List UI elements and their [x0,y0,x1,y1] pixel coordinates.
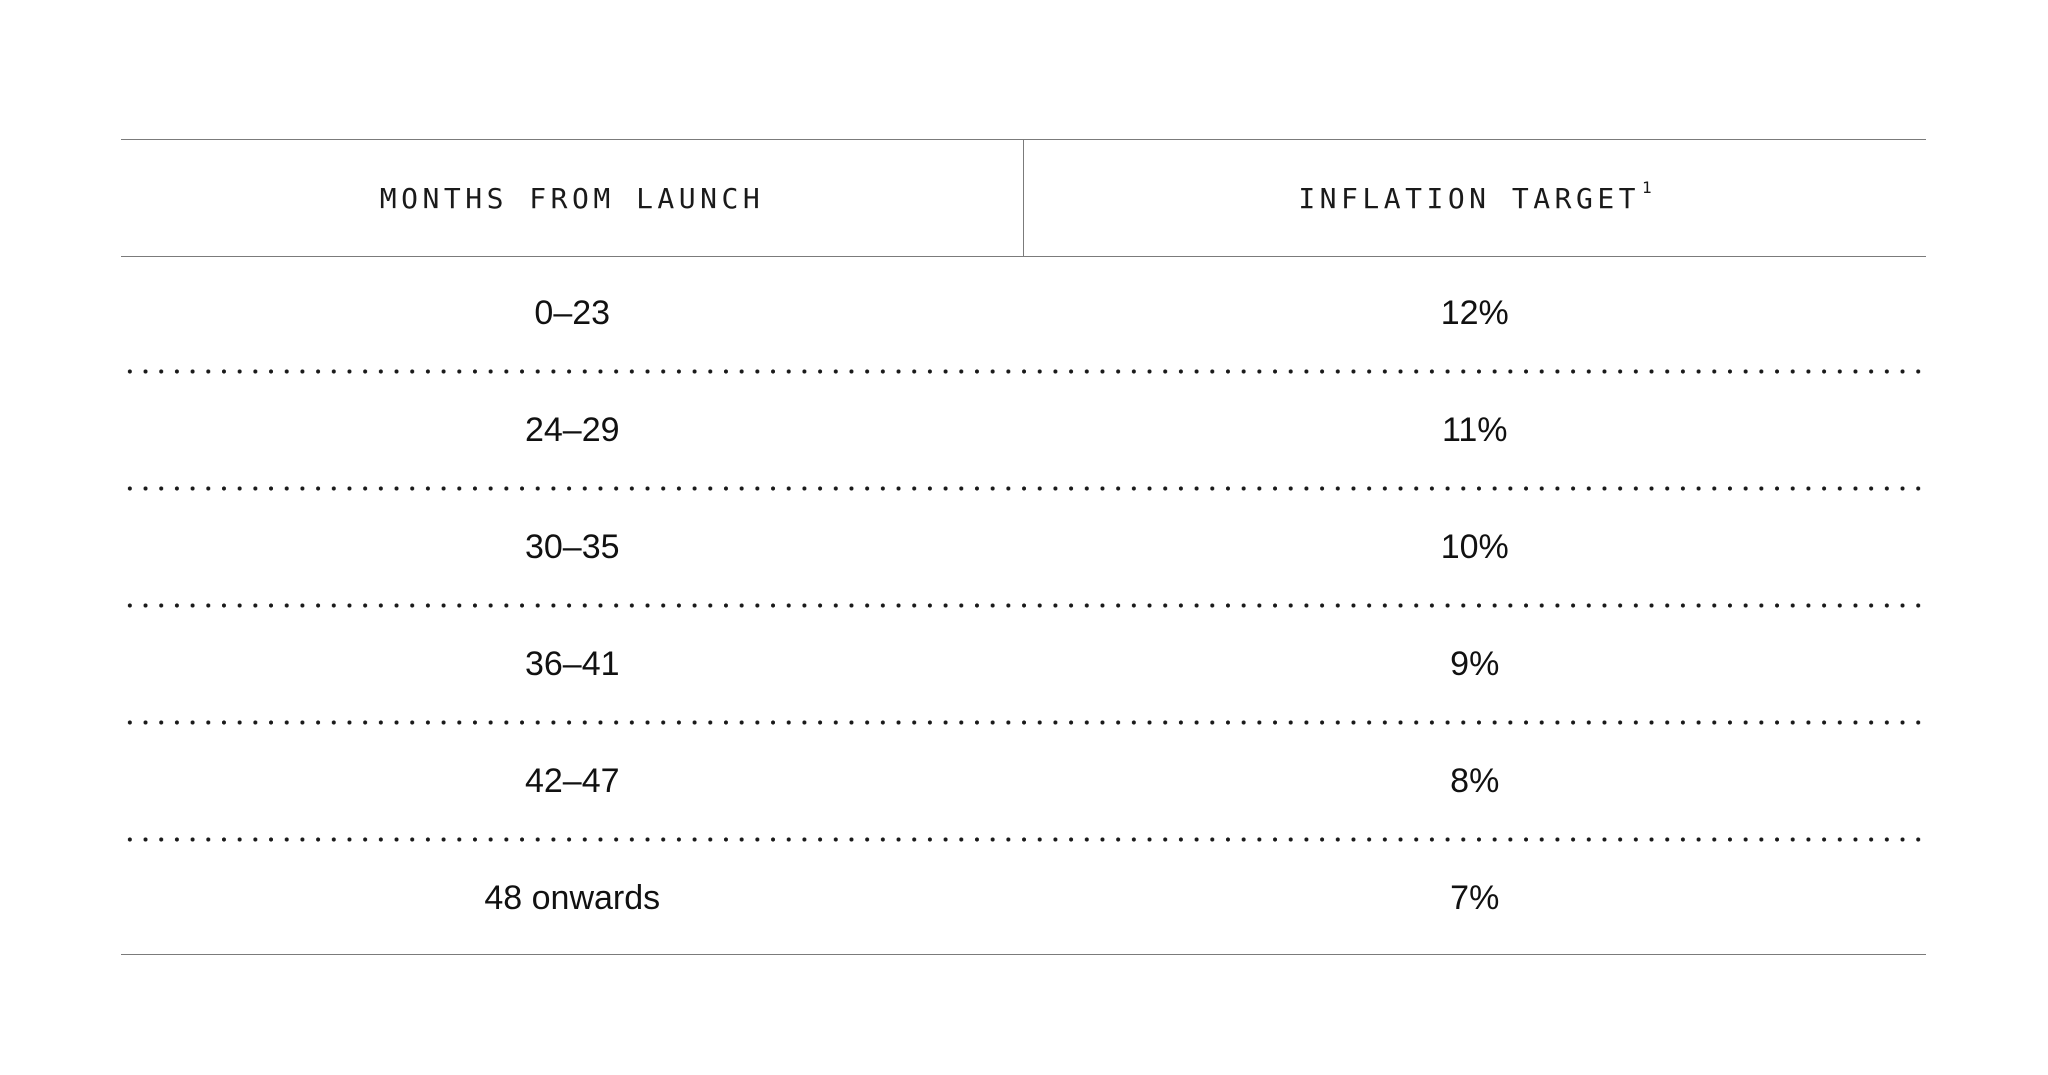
column-header-inflation-target: INFLATION TARGET 1 [1023,140,1926,256]
cell-months: 48 onwards [484,878,661,917]
dotted-row-separator [121,486,1926,491]
dotted-row-separator [121,720,1926,725]
cell-months: 42–47 [524,761,620,800]
table-row: 36–41 9% [121,608,1926,720]
dotted-row-separator [121,369,1926,374]
table-row: 42–47 8% [121,725,1926,837]
table-row: 24–29 11% [121,374,1926,486]
dotted-row-separator [121,837,1926,842]
table-header-row: MONTHS FROM LAUNCH INFLATION TARGET 1 [121,140,1926,257]
cell-months: 0–23 [534,293,611,332]
cell-target: 9% [1450,644,1500,683]
table-row: 0–23 12% [121,257,1926,369]
dotted-row-separator [121,603,1926,608]
cell-target: 8% [1450,761,1500,800]
column-header-months-label: MONTHS FROM LAUNCH [379,181,765,215]
cell-target: 10% [1440,527,1509,566]
cell-target: 12% [1440,293,1509,332]
column-header-target-label: INFLATION TARGET [1298,181,1641,215]
column-header-months-from-launch: MONTHS FROM LAUNCH [121,140,1023,256]
cell-target: 7% [1450,878,1500,917]
table-row: 48 onwards 7% [121,842,1926,954]
cell-target: 11% [1441,410,1508,449]
cell-months: 24–29 [524,410,620,449]
cell-months: 30–35 [524,527,620,566]
table-row: 30–35 10% [121,491,1926,603]
inflation-schedule-table: MONTHS FROM LAUNCH INFLATION TARGET 1 0–2… [121,139,1926,955]
cell-months: 36–41 [524,644,620,683]
